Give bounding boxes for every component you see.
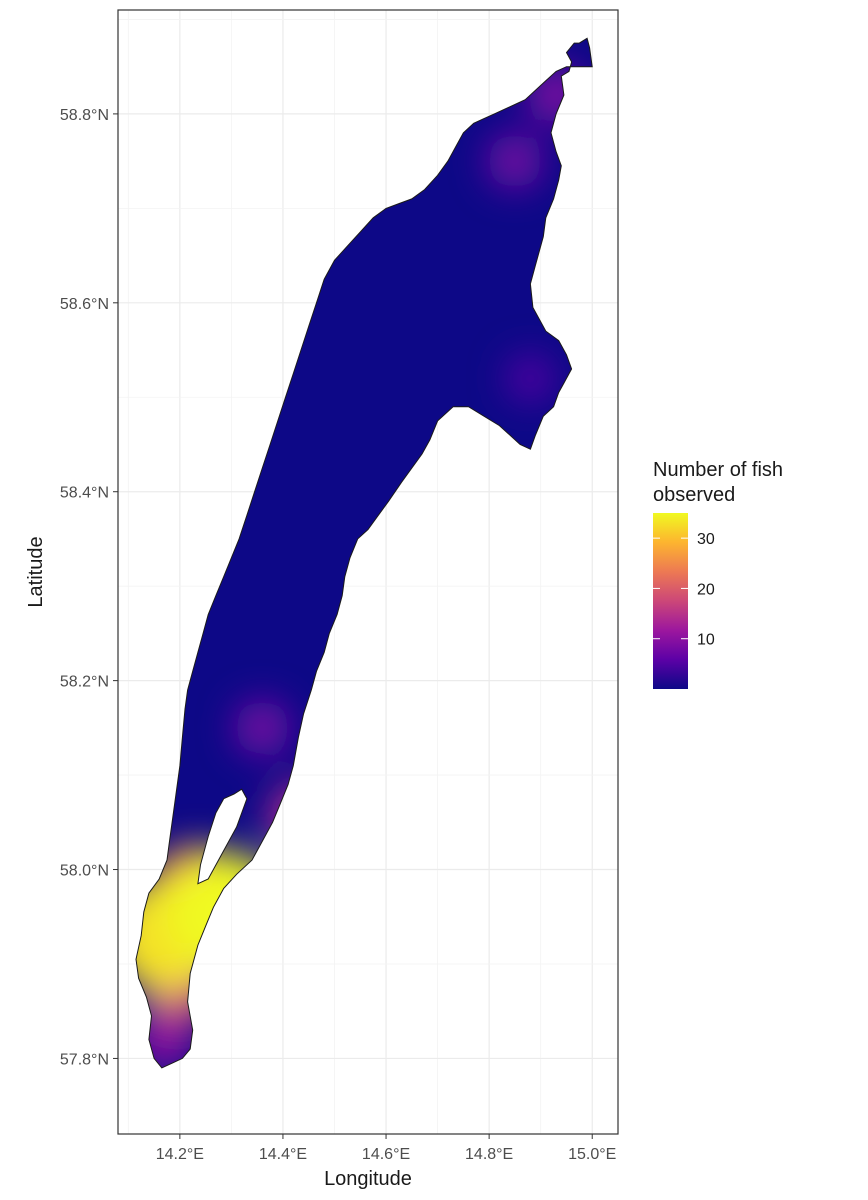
y-tick-label: 58.0°N	[60, 863, 109, 880]
x-tick-label: 14.8°E	[465, 1146, 513, 1163]
lake-island	[197, 788, 248, 885]
lake-surface	[136, 38, 593, 1068]
y-axis-title: Latitude	[25, 536, 47, 607]
hotspot	[487, 133, 543, 189]
legend: Number of fish observed 30 20 10	[653, 459, 783, 689]
legend-tick-label: 10	[697, 632, 715, 649]
hotspot	[506, 354, 555, 403]
x-tick-label: 15.0°E	[568, 1146, 616, 1163]
legend-tick-label: 30	[697, 531, 715, 548]
legend-tick-label: 20	[697, 581, 715, 598]
y-tick-label: 58.2°N	[60, 674, 109, 691]
x-tick-label: 14.6°E	[362, 1146, 410, 1163]
y-tick-label: 58.4°N	[60, 485, 109, 502]
x-axis-title: Longitude	[324, 1168, 412, 1190]
y-tick-label: 57.8°N	[60, 1051, 109, 1068]
legend-title-line2: observed	[653, 484, 735, 506]
legend-title-line1: Number of fish	[653, 459, 783, 481]
y-axis: 57.8°N 58.0°N 58.2°N 58.4°N 58.6°N 58.8°N	[60, 107, 118, 1068]
x-axis: 14.2°E 14.4°E 14.6°E 14.8°E 15.0°E	[156, 1134, 616, 1163]
lake-outline	[135, 37, 593, 1069]
legend-ticks: 30 20 10	[653, 531, 715, 649]
y-tick-label: 58.6°N	[60, 296, 109, 313]
x-tick-label: 14.2°E	[156, 1146, 204, 1163]
plot-border	[117, 9, 619, 1135]
legend-colorbar	[653, 513, 688, 689]
y-tick-label: 58.8°N	[60, 107, 109, 124]
hotspot	[234, 700, 290, 756]
x-tick-label: 14.4°E	[259, 1146, 307, 1163]
